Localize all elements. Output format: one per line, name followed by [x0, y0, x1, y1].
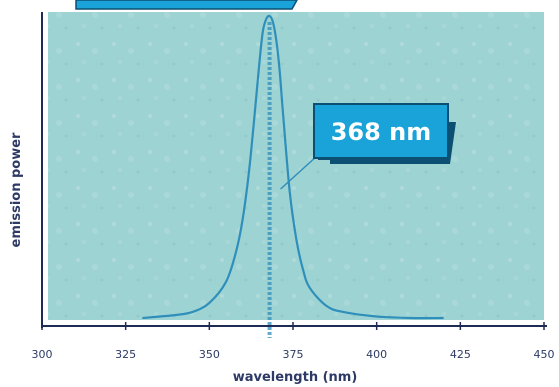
- plot-texture: [48, 12, 544, 320]
- x-tick-label-325: 325: [115, 348, 136, 361]
- x-tick-label-425: 425: [450, 348, 471, 361]
- callout-top-banner: [75, 0, 298, 10]
- y-axis-label: emission power: [9, 132, 24, 248]
- x-axis-ticks: [41, 322, 545, 330]
- x-axis-tick-labels: 300 325 350 375 400 425 450: [32, 348, 555, 361]
- x-tick-label-375: 375: [283, 348, 304, 361]
- x-tick-label-350: 350: [199, 348, 220, 361]
- peak-callout: 368 nm: [280, 103, 456, 190]
- peak-label: 368 nm: [331, 118, 432, 146]
- series-emission-curve: [142, 14, 444, 320]
- callout-box: [313, 103, 449, 159]
- x-axis-label: wavelength (nm): [233, 370, 358, 385]
- x-tick-label-400: 400: [366, 348, 387, 361]
- x-tick-label-300: 300: [32, 348, 53, 361]
- x-tick-label-450: 450: [534, 348, 555, 361]
